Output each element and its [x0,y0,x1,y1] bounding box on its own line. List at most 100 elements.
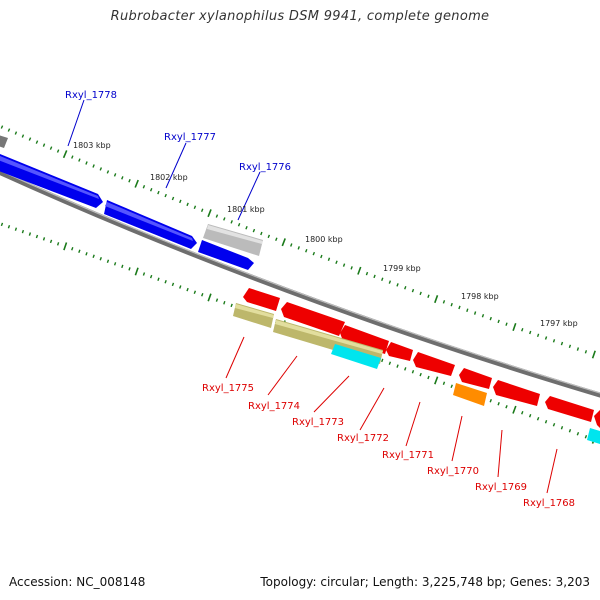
tick-mark [327,257,331,262]
tick-mark [267,234,271,239]
tick-mark [0,222,4,227]
leader-line [359,387,385,431]
tick-mark [536,416,540,421]
gene-label-rxyl-1771[interactable]: Rxyl_1771 [382,450,434,461]
gene-label-rxyl-1778[interactable]: Rxyl_1778 [65,90,117,101]
tick-mark [157,190,160,195]
scale-label: 1799 kbp [383,264,421,273]
tick-mark [388,280,392,284]
gene-arrow [198,240,254,270]
tick-mark [411,288,415,293]
tick-mark [237,223,241,227]
gene-label-rxyl-1777[interactable]: Rxyl_1777 [164,132,216,143]
accession-text: Accession: NC_008148 [9,575,146,589]
tick-mark [21,229,25,234]
tick-mark [381,358,384,363]
tick-mark [489,316,492,321]
gene-arrow [493,380,540,406]
gene-label-rxyl-1774[interactable]: Rxyl_1774 [248,401,300,412]
tick-mark [42,143,46,147]
map-title: Rubrobacter xylanophilus DSM 9941, compl… [110,9,490,24]
topology-text: Topology: circular; Length: 3,225,748 bp… [260,575,590,589]
tick-mark [489,399,492,403]
tick-mark [215,298,219,302]
tick-mark [434,295,439,304]
tick-mark [350,266,353,270]
gene-arrow [587,428,600,444]
tick-mark [373,274,376,279]
tick-mark [450,302,453,307]
tick-mark [223,217,226,221]
gene-label-rxyl-1769[interactable]: Rxyl_1769 [475,482,527,493]
tick-mark [442,300,446,304]
leader-line [165,142,187,189]
tick-mark [411,370,415,374]
gene-arrow [235,304,274,318]
tick-mark [128,179,131,183]
tick-mark [99,167,103,171]
tick-mark [521,327,524,332]
leader-line [67,99,85,147]
tick-mark [157,277,160,281]
tick-mark [576,347,580,351]
tick-mark [552,422,556,427]
tick-mark [497,319,500,324]
tick-mark [179,285,182,289]
tick-mark [290,243,293,247]
gene-label-rxyl-1775[interactable]: Rxyl_1775 [202,383,254,394]
gene-arrow [413,352,455,376]
tick-mark [442,381,446,386]
tick-mark [171,196,175,201]
tick-mark [92,254,95,259]
gene-arrow [207,225,263,244]
gene-arrow [275,320,383,354]
tick-mark [512,405,517,414]
leader-line [225,336,245,379]
tick-mark [230,303,233,308]
tick-mark [56,149,60,153]
scale-label: 1798 kbp [461,292,499,301]
tick-mark [473,311,477,315]
gene-label-rxyl-1768[interactable]: Rxyl_1768 [523,498,575,509]
gene-label-rxyl-1773[interactable]: Rxyl_1773 [292,417,344,428]
tick-mark [85,252,88,256]
tick-mark [113,173,117,177]
gene-label-rxyl-1776[interactable]: Rxyl_1776 [239,162,291,173]
tick-mark [215,214,219,218]
tick-mark [552,339,556,343]
gene-label-rxyl-1770[interactable]: Rxyl_1770 [427,466,479,477]
tick-mark [466,308,469,313]
tick-mark [85,161,88,165]
tick-mark [142,184,146,189]
tick-mark [78,249,81,254]
tick-mark [505,405,508,409]
tick-mark [56,242,60,246]
gene-arrow [340,325,389,354]
gene-arrow [545,396,594,422]
tick-mark [434,376,439,385]
tick-mark [591,350,596,359]
gene-arrow [459,368,492,389]
tick-mark [252,228,256,233]
tick-mark [365,271,369,276]
tick-mark [7,225,11,229]
tick-mark [404,367,407,371]
tick-mark [35,234,39,239]
tick-mark [230,220,233,224]
tick-mark [113,262,117,266]
tick-mark [121,176,124,180]
tick-mark [505,322,508,326]
tick-mark [128,267,131,271]
leader-line [497,429,503,478]
tick-mark [106,170,110,174]
tick-mark [164,280,167,284]
tick-mark [121,264,124,269]
tick-mark [106,259,110,264]
tick-mark [193,205,197,210]
tick-mark [528,413,532,418]
tick-mark [419,372,422,377]
gene-arrow [243,288,280,311]
leader-line [405,401,421,447]
gene-label-rxyl-1772[interactable]: Rxyl_1772 [337,433,389,444]
